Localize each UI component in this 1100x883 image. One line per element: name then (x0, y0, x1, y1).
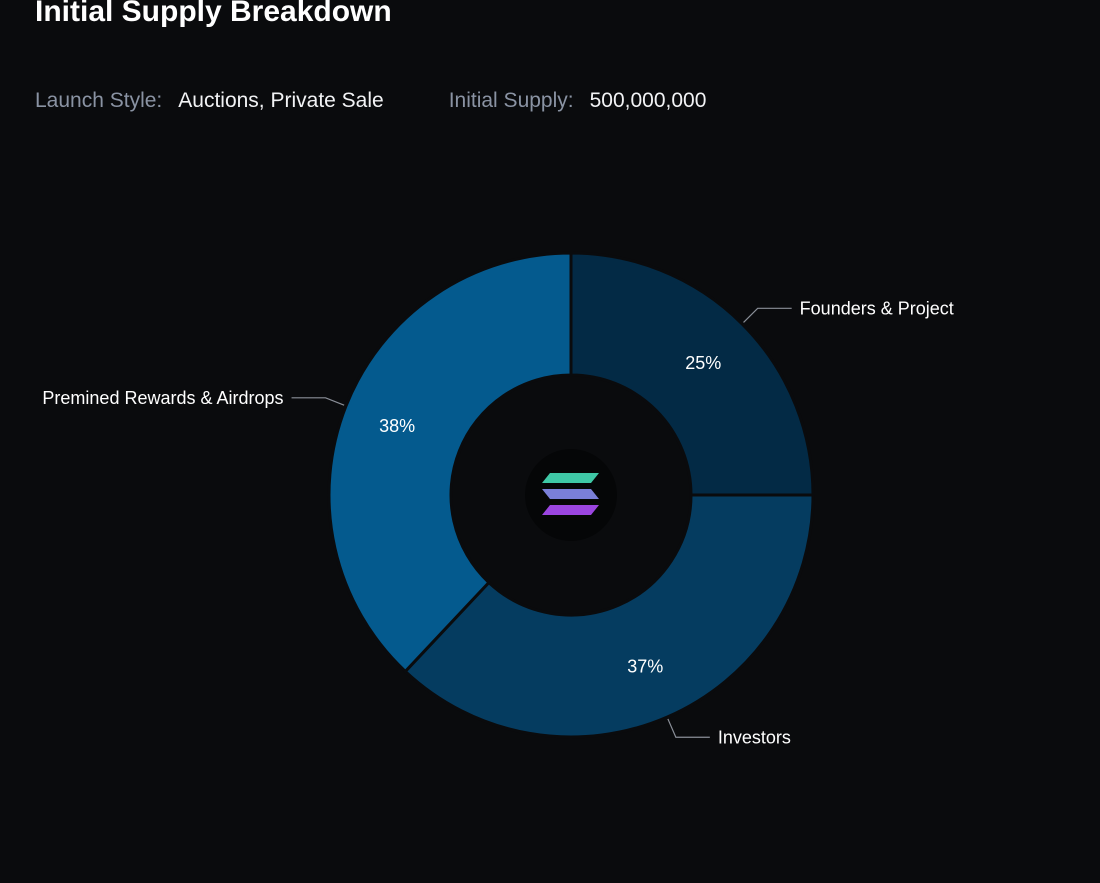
initial-supply: Initial Supply: 500,000,000 (449, 87, 707, 115)
page-title: Initial Supply Breakdown (35, 0, 392, 28)
leader-line-founders-project (743, 307, 792, 323)
category-label-investors: Investors (718, 727, 791, 747)
launch-style: Launch Style: Auctions, Private Sale (35, 87, 384, 115)
category-label-premined-rewards-airdrops: Premined Rewards & Airdrops (42, 388, 283, 408)
initial-supply-value: 500,000,000 (589, 89, 707, 112)
logo-bar-bottom (542, 505, 599, 515)
value-label-premined-rewards-airdrops: 38% (379, 416, 415, 436)
logo-bar-top (542, 473, 599, 483)
donut-slice-premined-rewards-airdrops (327, 251, 573, 674)
donut-slice-investors (403, 493, 815, 739)
leader-line-premined-rewards-airdrops (291, 397, 345, 406)
value-label-founders-project: 25% (685, 353, 721, 373)
donut-slice-founders-project (569, 251, 815, 497)
logo-bar-middle (542, 489, 599, 499)
leader-lines (291, 307, 792, 738)
value-label-investors: 37% (627, 657, 663, 677)
leader-line-investors (667, 718, 710, 738)
initial-supply-label: Initial Supply: (448, 89, 574, 112)
launch-style-value: Auctions, Private Sale (178, 89, 384, 112)
supply-meta: Launch Style: Auctions, Private Sale Ini… (35, 87, 706, 115)
donut-segments (327, 251, 815, 739)
launch-style-label: Launch Style: (35, 89, 163, 112)
chart-labels: 25% Founders & Project 37% Investors 38% Prem… (42, 298, 953, 747)
category-label-founders-project: Founders & Project (800, 298, 954, 318)
solana-logo-icon (525, 449, 617, 541)
